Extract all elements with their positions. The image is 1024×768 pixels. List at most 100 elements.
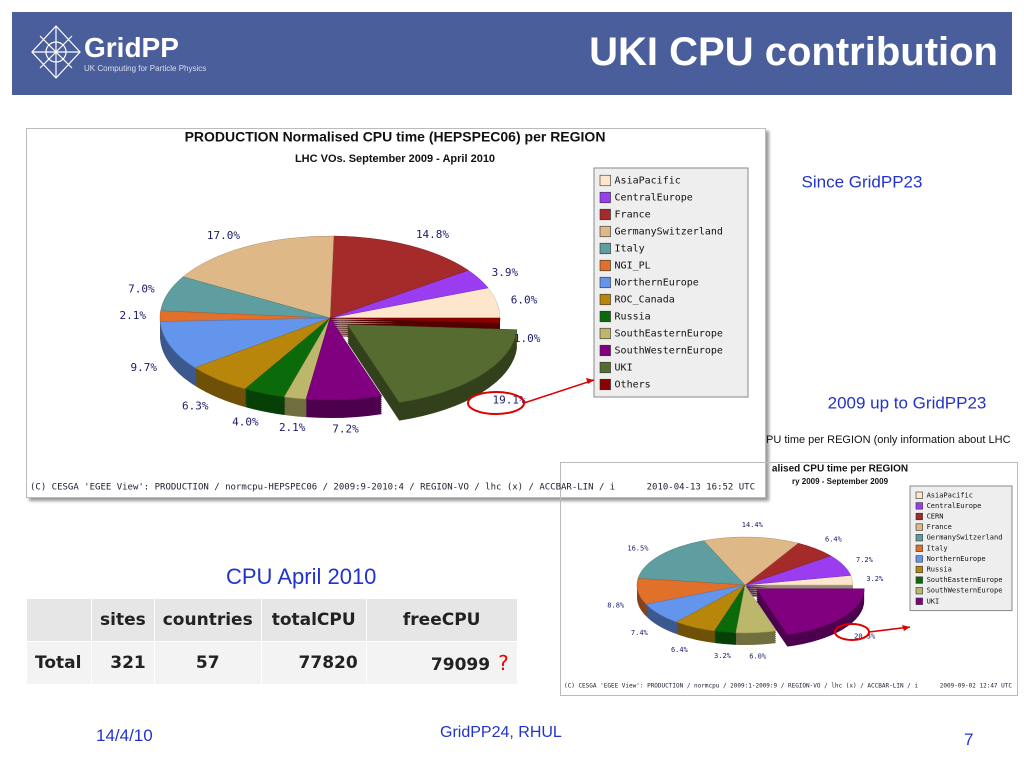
legend-swatch [599, 310, 611, 323]
table-caption: CPU April 2010 [226, 564, 377, 589]
logo-icon [31, 25, 81, 79]
pie-slice [182, 235, 334, 319]
legend-label: NorthernEurope [927, 555, 986, 563]
value-label: 7.4% [631, 629, 649, 637]
legend-label: UKI [927, 597, 940, 605]
pie-slice [637, 540, 746, 586]
value-label: 6.4% [825, 536, 843, 544]
value-label: 17.0% [207, 229, 240, 242]
logo-text: GridPP [84, 32, 179, 63]
legend-swatch [599, 242, 611, 255]
legend-label: NGI_PL [615, 261, 651, 272]
pie-slice [159, 317, 331, 369]
value-label: 7.2% [332, 423, 359, 436]
value-label: 7.2% [856, 556, 874, 564]
legend-label: GermanySwitzerland [615, 227, 723, 238]
legend-swatch [599, 276, 611, 289]
data-row: Total 321 57 77820 79099? [26, 641, 518, 685]
legend-swatch [599, 225, 611, 238]
legend-swatch [599, 293, 611, 306]
data-cell: 321 [91, 641, 155, 685]
value-label: 4.0% [232, 416, 259, 429]
legend-label: Italy [615, 244, 645, 255]
footer-date: 14/4/10 [96, 726, 153, 745]
pie-slice [329, 317, 501, 324]
header-cell: countries [153, 598, 262, 642]
pie-slice [755, 588, 865, 635]
legend-swatch [915, 587, 923, 595]
legend-box [909, 485, 1013, 612]
legend-label: CentralEurope [615, 193, 693, 204]
data-cell: 79099? [365, 641, 518, 685]
value-label: 19.1% [493, 393, 526, 406]
value-label: 3.9% [492, 266, 519, 279]
legend-swatch [599, 259, 611, 272]
legend-swatch [915, 491, 923, 499]
arrow-head [586, 378, 594, 384]
value-label: 14.8% [416, 228, 449, 241]
legend-label: France [927, 523, 952, 531]
legend-label: ROC_Canada [615, 295, 675, 306]
value-label: 1.0% [514, 332, 541, 345]
legend-label: Russia [615, 312, 651, 323]
legend-swatch [599, 361, 611, 374]
legend-label: SouthWesternEurope [615, 346, 723, 357]
note-mark: ? [498, 651, 509, 675]
legend-label: SouthEasternEurope [927, 576, 1003, 584]
legend-swatch [599, 327, 611, 340]
pie-slice [305, 317, 383, 401]
legend-swatch [915, 523, 923, 531]
slide-title: UKI CPU contribution [589, 30, 998, 74]
page-number: 7 [964, 730, 974, 749]
data-cell: 77820 [260, 641, 367, 685]
legend-swatch [915, 565, 923, 574]
legend-swatch [599, 378, 611, 391]
value-label: 8.8% [607, 601, 625, 609]
value-label: 2.1% [120, 309, 147, 322]
data-cell: Total [26, 641, 92, 685]
value-label: 6.0% [511, 293, 538, 306]
legend-swatch [915, 544, 923, 552]
chart-title: PRODUCTION Normalised CPU time (HEPSPEC0… [185, 129, 606, 145]
arrow-head [902, 625, 910, 631]
header-cell: freeCPU [365, 598, 518, 642]
highlight-arrow [523, 379, 595, 404]
value-label: 9.7% [131, 361, 158, 374]
chart-footer: (C) CESGA 'EGEE View': PRODUCTION / norm… [30, 483, 615, 493]
header-cell: totalCPU [260, 598, 367, 642]
chart-caption: PU time per REGION (only information abo… [766, 434, 1011, 446]
value-label: 2.1% [279, 421, 306, 434]
legend-label: Others [615, 380, 651, 391]
chart-subtitle: ry 2009 - September 2009 [792, 477, 889, 486]
legend-label: Italy [927, 544, 948, 552]
legend-label: AsiaPacific [615, 176, 681, 187]
legend-swatch [599, 191, 611, 204]
pie-slice [735, 584, 777, 634]
legend-label: GermanySwitzerland [927, 534, 1003, 542]
value-label: 14.4% [742, 521, 764, 529]
legend-swatch [915, 555, 923, 563]
chart-panel [26, 128, 766, 498]
value-label: 6.4% [671, 646, 689, 654]
chart-footer: (C) CESGA 'EGEE View': PRODUCTION / norm… [564, 683, 918, 690]
legend-swatch [915, 534, 923, 542]
legend-label: AsiaPacific [927, 491, 973, 499]
legend-label: CERN [927, 513, 944, 521]
legend-swatch [915, 502, 923, 510]
chart-timestamp: 2010-04-13 16:52 UTC [647, 483, 755, 493]
header-cell [26, 598, 92, 642]
legend-label: UKI [615, 363, 633, 374]
logo-tagline: UK Computing for Particle Physics [84, 64, 207, 73]
legend-swatch [915, 597, 923, 605]
chart-panel [560, 462, 1018, 696]
legend-label: SouthWesternEurope [927, 587, 1003, 595]
legend-swatch [599, 344, 611, 357]
cpu-table: sites countries totalCPU freeCPU Total 321 57 7… [26, 598, 518, 685]
legend-swatch [915, 512, 923, 521]
value-label: 6.0% [749, 653, 767, 661]
data-cell: 57 [153, 641, 262, 685]
legend-label: CentralEurope [927, 502, 982, 510]
header-cell: sites [91, 598, 155, 642]
legend-label: France [615, 210, 651, 221]
